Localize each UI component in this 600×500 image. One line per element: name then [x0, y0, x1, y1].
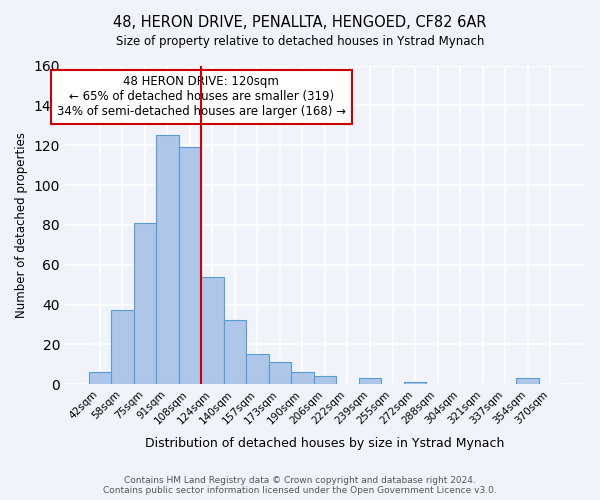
Bar	[246, 354, 269, 384]
Bar	[404, 382, 426, 384]
Bar	[359, 378, 381, 384]
Bar	[291, 372, 314, 384]
Bar	[111, 310, 134, 384]
Bar	[224, 320, 246, 384]
Bar	[89, 372, 111, 384]
Bar	[517, 378, 539, 384]
X-axis label: Distribution of detached houses by size in Ystrad Mynach: Distribution of detached houses by size …	[145, 437, 505, 450]
Text: 48 HERON DRIVE: 120sqm
← 65% of detached houses are smaller (319)
34% of semi-de: 48 HERON DRIVE: 120sqm ← 65% of detached…	[56, 76, 346, 118]
Text: 48, HERON DRIVE, PENALLTA, HENGOED, CF82 6AR: 48, HERON DRIVE, PENALLTA, HENGOED, CF82…	[113, 15, 487, 30]
Text: Contains HM Land Registry data © Crown copyright and database right 2024.
Contai: Contains HM Land Registry data © Crown c…	[103, 476, 497, 495]
Bar	[134, 223, 156, 384]
Y-axis label: Number of detached properties: Number of detached properties	[15, 132, 28, 318]
Bar	[269, 362, 291, 384]
Bar	[314, 376, 336, 384]
Text: Size of property relative to detached houses in Ystrad Mynach: Size of property relative to detached ho…	[116, 35, 484, 48]
Bar	[201, 276, 224, 384]
Bar	[156, 135, 179, 384]
Bar	[179, 147, 201, 384]
